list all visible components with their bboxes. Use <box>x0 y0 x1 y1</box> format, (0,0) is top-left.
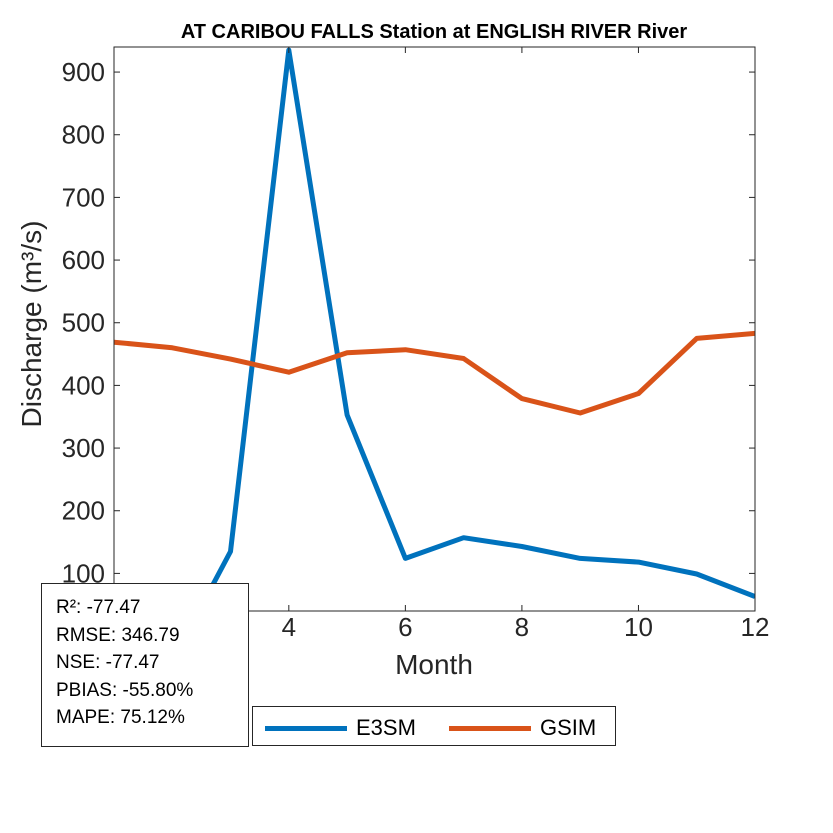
x-tick-label: 12 <box>741 612 770 642</box>
legend-label-e3sm: E3SM <box>356 715 416 740</box>
x-tick-label: 10 <box>624 612 653 642</box>
chart-title: AT CARIBOU FALLS Station at ENGLISH RIVE… <box>181 21 688 43</box>
series-line-gsim <box>114 330 755 416</box>
y-tick-label: 300 <box>62 433 105 463</box>
x-tick-label: 8 <box>515 612 529 642</box>
stat-pbias: PBIAS: -55.80% <box>56 679 194 701</box>
legend-swatch-gsim <box>449 726 531 731</box>
y-tick-label: 800 <box>62 120 105 150</box>
stat-r2: R²: -77.47 <box>56 597 141 618</box>
y-tick-label: 700 <box>62 182 105 212</box>
stat-mape: MAPE: 75.12% <box>56 707 185 728</box>
plot-frame <box>113 46 756 612</box>
stat-rmse: RMSE: 346.79 <box>56 624 180 646</box>
y-tick-label: 600 <box>62 245 105 275</box>
x-axis-label: Month <box>395 649 473 680</box>
x-tick-label: 6 <box>398 612 412 642</box>
statistics-box: R²: -77.47 RMSE: 346.79 NSE: -77.47 PBIA… <box>41 583 249 747</box>
legend-label-gsim: GSIM <box>540 715 597 740</box>
series-line-e3sm <box>196 47 755 611</box>
legend: E3SM GSIM <box>252 706 616 746</box>
y-tick-label: 400 <box>62 370 105 400</box>
y-tick-label: 500 <box>62 308 105 338</box>
legend-swatch-e3sm <box>265 726 347 731</box>
x-tick-label: 4 <box>282 612 296 642</box>
y-axis-label: Discharge (m³/s) <box>16 221 47 428</box>
y-tick-label: 900 <box>62 57 105 87</box>
stat-nse: NSE: -77.47 <box>56 652 160 673</box>
y-tick-label: 200 <box>62 496 105 526</box>
